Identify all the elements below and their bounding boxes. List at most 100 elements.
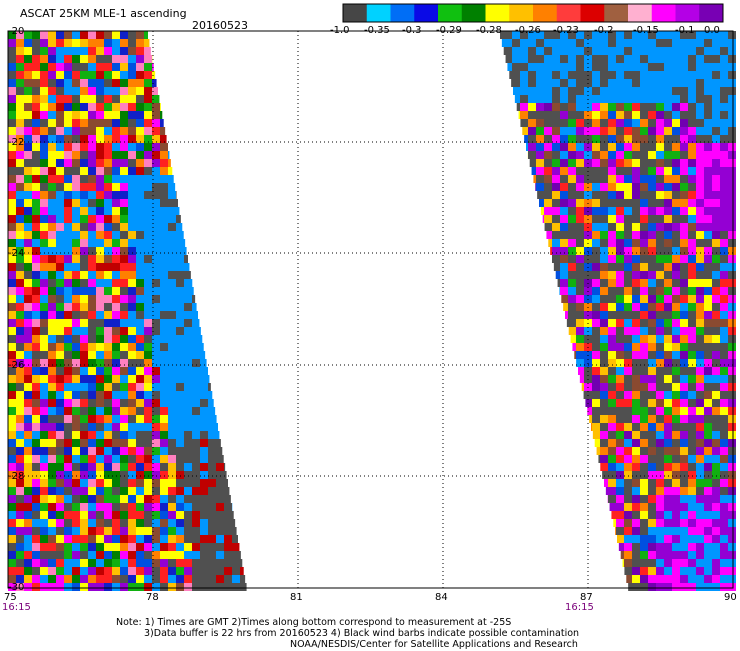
wind-cell bbox=[600, 335, 608, 343]
wind-cell bbox=[184, 247, 187, 255]
wind-cell bbox=[48, 311, 56, 319]
wind-cell bbox=[120, 287, 128, 295]
wind-cell bbox=[568, 47, 576, 55]
wind-cell bbox=[168, 255, 176, 263]
wind-cell bbox=[648, 431, 656, 439]
wind-cell bbox=[664, 519, 672, 527]
wind-cell bbox=[688, 199, 696, 207]
wind-cell bbox=[656, 263, 664, 271]
wind-cell bbox=[720, 255, 728, 263]
wind-cell bbox=[598, 455, 600, 463]
wind-cell bbox=[680, 327, 688, 335]
wind-cell bbox=[632, 183, 640, 191]
wind-cell bbox=[208, 519, 216, 527]
wind-cell bbox=[64, 247, 72, 255]
wind-cell bbox=[136, 39, 144, 47]
wind-cell bbox=[32, 423, 40, 431]
wind-cell bbox=[656, 415, 664, 423]
wind-cell bbox=[696, 207, 704, 215]
wind-cell bbox=[48, 335, 56, 343]
wind-cell bbox=[136, 207, 144, 215]
wind-cell bbox=[104, 143, 112, 151]
wind-cell bbox=[712, 551, 720, 559]
wind-cell bbox=[160, 383, 168, 391]
wind-cell bbox=[608, 431, 616, 439]
wind-cell bbox=[720, 399, 728, 407]
wind-cell bbox=[200, 439, 208, 447]
wind-cell bbox=[96, 383, 104, 391]
wind-cell bbox=[696, 527, 704, 535]
wind-cell bbox=[120, 583, 128, 591]
wind-cell bbox=[632, 335, 640, 343]
wind-cell bbox=[88, 327, 96, 335]
wind-cell bbox=[176, 471, 184, 479]
wind-cell bbox=[176, 327, 184, 335]
wind-cell bbox=[712, 103, 720, 111]
wind-cell bbox=[136, 55, 144, 63]
wind-cell bbox=[560, 55, 568, 63]
color-swatch bbox=[367, 4, 391, 22]
wind-cell bbox=[704, 167, 712, 175]
wind-cell bbox=[592, 327, 600, 335]
wind-cell bbox=[48, 527, 56, 535]
wind-cell bbox=[648, 151, 656, 159]
wind-cell bbox=[632, 87, 640, 95]
wind-cell bbox=[728, 535, 736, 543]
wind-cell bbox=[24, 399, 32, 407]
wind-cell bbox=[8, 407, 16, 415]
wind-cell bbox=[680, 479, 688, 487]
wind-cell bbox=[696, 175, 704, 183]
wind-cell bbox=[624, 391, 632, 399]
wind-cell bbox=[112, 495, 120, 503]
wind-cell bbox=[632, 303, 640, 311]
wind-cell bbox=[536, 63, 544, 71]
wind-cell bbox=[728, 583, 736, 591]
wind-cell bbox=[216, 575, 224, 583]
wind-cell bbox=[656, 287, 664, 295]
wind-cell bbox=[544, 191, 552, 199]
wind-cell bbox=[552, 111, 560, 119]
wind-cell bbox=[720, 527, 728, 535]
wind-cell bbox=[640, 231, 648, 239]
wind-cell bbox=[80, 423, 88, 431]
wind-cell bbox=[704, 183, 712, 191]
wind-cell bbox=[40, 47, 48, 55]
wind-cell bbox=[632, 455, 640, 463]
wind-cell bbox=[704, 535, 712, 543]
wind-cell bbox=[664, 47, 672, 55]
wind-cell bbox=[176, 263, 184, 271]
wind-cell bbox=[600, 247, 608, 255]
wind-cell bbox=[624, 295, 632, 303]
wind-cell bbox=[208, 551, 216, 559]
wind-cell bbox=[568, 279, 576, 287]
wind-cell bbox=[160, 287, 168, 295]
wind-cell bbox=[552, 175, 560, 183]
wind-cell bbox=[80, 223, 88, 231]
wind-cell bbox=[32, 119, 40, 127]
wind-cell bbox=[168, 159, 171, 167]
wind-cell bbox=[104, 263, 112, 271]
wind-cell bbox=[96, 471, 104, 479]
wind-cell bbox=[48, 151, 56, 159]
wind-cell bbox=[176, 479, 184, 487]
wind-cell bbox=[688, 519, 696, 527]
wind-cell bbox=[80, 375, 88, 383]
wind-cell bbox=[40, 567, 48, 575]
wind-cell bbox=[696, 223, 704, 231]
wind-cell bbox=[680, 367, 688, 375]
wind-cell bbox=[664, 39, 672, 47]
wind-cell bbox=[624, 559, 632, 567]
wind-cell bbox=[608, 295, 616, 303]
wind-cell bbox=[680, 527, 688, 535]
wind-cell bbox=[624, 47, 632, 55]
wind-cell bbox=[696, 111, 704, 119]
wind-cell bbox=[88, 271, 96, 279]
wind-cell bbox=[640, 407, 648, 415]
wind-cell bbox=[720, 543, 728, 551]
wind-cell bbox=[619, 543, 624, 551]
wind-cell bbox=[696, 351, 704, 359]
wind-cell bbox=[48, 143, 56, 151]
wind-cell bbox=[64, 519, 72, 527]
wind-cell bbox=[624, 231, 632, 239]
wind-cell bbox=[88, 255, 96, 263]
